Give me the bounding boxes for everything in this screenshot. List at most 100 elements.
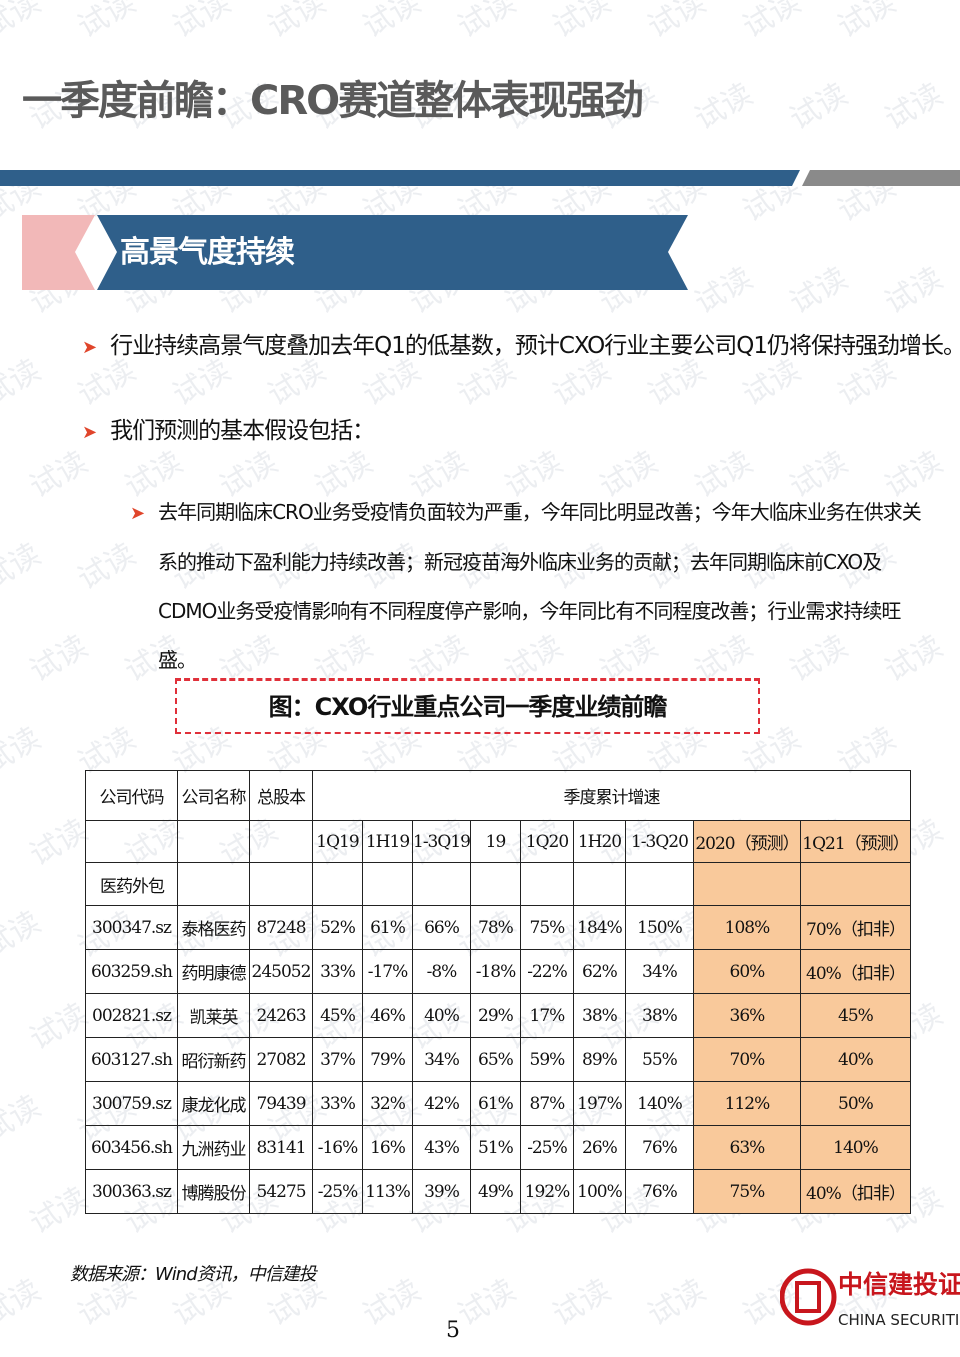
empty-cell bbox=[412, 862, 471, 906]
header-cell: 公司名称 bbox=[177, 770, 250, 821]
data-cell: 42% bbox=[412, 1081, 471, 1126]
data-cell: -25% bbox=[312, 1169, 363, 1214]
data-cell: 16% bbox=[362, 1125, 413, 1170]
data-cell: 九洲药业 bbox=[177, 1125, 250, 1170]
data-cell: -25% bbox=[519, 1125, 574, 1170]
data-cell: -16% bbox=[312, 1125, 363, 1170]
data-cell: -17% bbox=[362, 949, 413, 994]
bullet-text: 我们预测的基本假设包括： bbox=[110, 418, 375, 444]
data-cell: 40%（扣非） bbox=[799, 1169, 911, 1214]
bullet-text: 行业持续高景气度叠加去年Q1的低基数，预计CXO行业主要公司Q1仍将保持强劲增长… bbox=[110, 333, 960, 359]
sub-bullet-text: 去年同期临床CRO业务受疫情负面较为严重，今年同比明显改善；今年大临床业务在供求… bbox=[158, 500, 922, 672]
watermark: 试读 bbox=[357, 1272, 427, 1334]
data-cell: 39% bbox=[412, 1169, 471, 1214]
empty-cell bbox=[469, 862, 521, 906]
data-cell: 38% bbox=[624, 993, 694, 1038]
header-bar-gray bbox=[802, 170, 960, 186]
data-cell: 凯莱英 bbox=[177, 993, 250, 1038]
data-cell: 博腾股份 bbox=[177, 1169, 250, 1214]
data-cell: 112% bbox=[692, 1081, 801, 1126]
data-cell: -22% bbox=[519, 949, 574, 994]
data-cell: 603456.sh bbox=[85, 1125, 178, 1170]
data-cell: 52% bbox=[312, 905, 363, 950]
data-cell: 38% bbox=[572, 993, 626, 1038]
empty-cell bbox=[799, 862, 911, 906]
data-cell: 83141 bbox=[249, 1125, 313, 1170]
data-cell: 197% bbox=[572, 1081, 626, 1126]
data-cell: 76% bbox=[624, 1169, 694, 1214]
data-cell: 75% bbox=[519, 905, 574, 950]
data-row: 002821.sz 凯莱英 24263 45% 46% 40% 29% 17% 38% 38% 36… bbox=[85, 993, 911, 1038]
page-number: 5 bbox=[446, 1318, 460, 1343]
data-cell: 78% bbox=[469, 905, 521, 950]
data-cell: 51% bbox=[469, 1125, 521, 1170]
data-cell: 37% bbox=[312, 1037, 363, 1082]
empty-cell bbox=[177, 862, 250, 906]
data-cell: 29% bbox=[469, 993, 521, 1038]
watermark: 试读 bbox=[642, 1272, 712, 1334]
data-cell: 36% bbox=[692, 993, 801, 1038]
data-cell: 62% bbox=[572, 949, 626, 994]
header-cell: 总股本 bbox=[249, 770, 313, 821]
empty-cell bbox=[692, 862, 801, 906]
subheader-row: 1Q19 1H19 1-3Q19 19 1Q20 1H20 1-3Q20 2020（预测） 1Q… bbox=[85, 820, 911, 863]
watermark: 试读 bbox=[24, 996, 94, 1058]
section-title: 高景气度持续 bbox=[120, 235, 295, 270]
data-cell: 603259.sh bbox=[85, 949, 178, 994]
data-cell: 54275 bbox=[249, 1169, 313, 1214]
data-cell: 65% bbox=[469, 1037, 521, 1082]
header-bar bbox=[0, 170, 800, 186]
subheader-cell: 1-3Q19 bbox=[412, 820, 471, 863]
section-banner bbox=[97, 215, 688, 290]
data-cell: 002821.sz bbox=[85, 993, 178, 1038]
data-cell: 泰格医药 bbox=[177, 905, 250, 950]
empty-cell bbox=[519, 862, 574, 906]
data-cell: 87% bbox=[519, 1081, 574, 1126]
header-cell: 季度累计增速 bbox=[312, 770, 911, 821]
logo-mark bbox=[795, 1281, 821, 1313]
decor: 高景气度持续 bbox=[0, 170, 960, 290]
data-cell: 300347.sz bbox=[85, 905, 178, 950]
data-cell: 59% bbox=[519, 1037, 574, 1082]
subheader-cell: 1Q19 bbox=[312, 820, 363, 863]
data-cell: 184% bbox=[572, 905, 626, 950]
data-cell: 150% bbox=[624, 905, 694, 950]
subheader-cell: 1Q21（预测） bbox=[799, 820, 911, 863]
figure-title: 图：CXO行业重点公司一季度业绩前瞻 bbox=[175, 678, 760, 734]
data-cell: 45% bbox=[799, 993, 911, 1038]
empty-cell bbox=[177, 820, 250, 863]
data-cell: 100% bbox=[572, 1169, 626, 1214]
data-cell: 17% bbox=[519, 993, 574, 1038]
data-row: 300363.sz 博腾股份 54275 -25% 113% 39% 49% 192% 100%… bbox=[85, 1169, 911, 1214]
data-cell: 75% bbox=[692, 1169, 801, 1214]
data-cell: 45% bbox=[312, 993, 363, 1038]
data-cell: 70%（扣非） bbox=[799, 905, 911, 950]
empty-cell bbox=[85, 820, 178, 863]
data-cell: 192% bbox=[519, 1169, 574, 1214]
data-cell: 63% bbox=[692, 1125, 801, 1170]
data-cell: -18% bbox=[469, 949, 521, 994]
watermark: 试读 bbox=[24, 444, 94, 506]
data-table: 公司代码 公司名称 总股本 季度累计增速 1Q19 1H19 1-3Q19 19 1Q20 1H2… bbox=[85, 770, 911, 1214]
watermark: 试读 bbox=[24, 812, 94, 874]
watermark: 试读 bbox=[0, 352, 47, 414]
data-cell: 46% bbox=[362, 993, 413, 1038]
group-cell: 医药外包 bbox=[85, 862, 178, 906]
empty-cell bbox=[362, 862, 413, 906]
data-cell: 32% bbox=[362, 1081, 413, 1126]
bullet: ➤ 行业持续高景气度叠加去年Q1的低基数，预计CXO行业主要公司Q1仍将保持强劲增… bbox=[82, 326, 960, 360]
data-cell: 140% bbox=[624, 1081, 694, 1126]
data-cell: 26% bbox=[572, 1125, 626, 1170]
data-cell: 40% bbox=[412, 993, 471, 1038]
data-cell: 43% bbox=[412, 1125, 471, 1170]
subheader-cell: 1-3Q20 bbox=[624, 820, 694, 863]
data-cell: 603127.sh bbox=[85, 1037, 178, 1082]
data-cell: 24263 bbox=[249, 993, 313, 1038]
logo-en: CHINA SECURITIES bbox=[838, 1311, 960, 1329]
data-cell: 27082 bbox=[249, 1037, 313, 1082]
group-row: 医药外包 bbox=[85, 862, 911, 906]
data-row: 603259.sh 药明康德 245052 33% -17% -8% -18% -22% 62%… bbox=[85, 949, 911, 994]
data-cell: 34% bbox=[412, 1037, 471, 1082]
subheader-cell: 1H20 bbox=[572, 820, 626, 863]
data-cell: 40% bbox=[799, 1037, 911, 1082]
